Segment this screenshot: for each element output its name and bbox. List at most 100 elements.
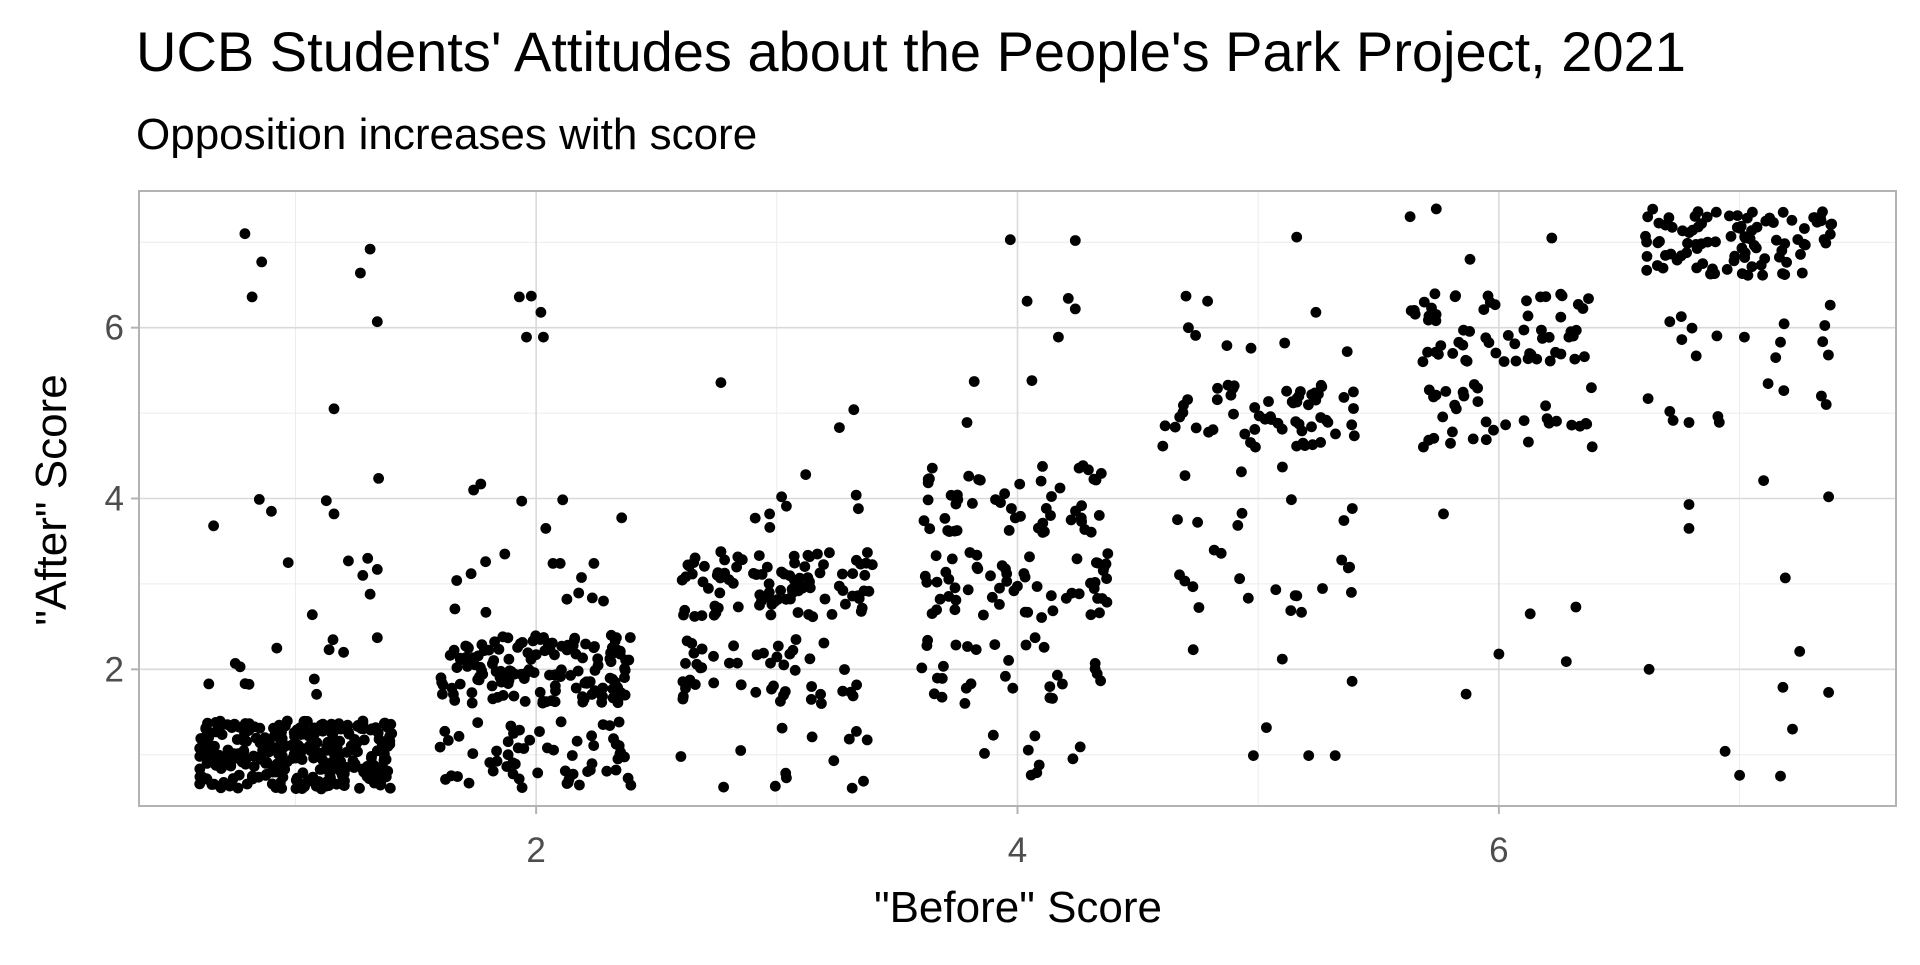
data-point [486,680,498,692]
data-point [918,515,930,527]
data-point [1085,609,1097,621]
data-point [1242,592,1254,604]
data-point [1689,211,1701,222]
data-point [938,660,949,672]
data-point [1819,320,1831,331]
data-point [950,639,962,651]
data-point [308,673,320,685]
data-point [546,637,558,649]
data-point [731,561,742,573]
data-point [1018,568,1030,579]
data-point [442,735,454,746]
data-point [1536,324,1547,336]
data-point [789,574,800,586]
data-point [1207,424,1219,436]
data-point [1159,420,1171,432]
data-point [1746,261,1758,273]
data-point [1417,356,1429,368]
data-point [347,755,359,767]
data-point [1728,255,1740,267]
data-point [1079,524,1091,535]
data-point [497,690,509,701]
data-point [1433,348,1444,360]
data-point [465,568,477,580]
data-point [439,725,451,737]
data-point [751,569,762,580]
data-point [1447,348,1459,359]
data-point [1795,249,1806,260]
data-point [1035,475,1047,487]
data-point [1817,336,1829,348]
data-point [804,653,816,665]
data-point [1643,663,1655,675]
data-point [436,677,448,688]
data-point [1778,318,1790,330]
chart-subtitle: Opposition increases with score [136,110,757,159]
data-point [1270,584,1282,596]
data-point [1052,669,1063,681]
data-point [761,561,773,573]
data-point [1430,203,1442,215]
data-point [1560,656,1572,667]
data-point [708,677,720,689]
data-point [828,755,840,767]
data-point [1089,577,1101,588]
data-point [452,771,463,782]
data-point [1346,503,1358,514]
data-point [472,717,484,728]
data-point [273,741,285,753]
data-point [1031,581,1043,592]
data-point [680,658,691,669]
data-point [1537,333,1548,344]
data-point [320,495,332,507]
data-point [295,746,307,758]
data-point [352,720,364,731]
data-point [837,685,849,697]
data-point [317,725,329,737]
data-point [550,669,562,681]
data-point [1026,375,1038,386]
data-point [1101,596,1113,608]
data-point [1489,299,1501,311]
data-point [1739,331,1750,343]
data-point [1346,419,1358,431]
data-point [994,599,1005,610]
data-point [1570,601,1582,613]
data-point [466,687,478,699]
data-point [586,730,597,742]
data-point [750,686,762,698]
data-point [1437,411,1449,423]
data-point [708,650,719,662]
data-point [824,547,835,559]
data-point [229,718,240,730]
data-point [1001,568,1013,580]
data-point [566,750,578,761]
data-point [554,558,566,569]
data-point [818,637,830,649]
data-point [489,636,500,648]
data-point [1429,288,1441,300]
data-point [1422,346,1433,358]
data-point [449,603,461,615]
data-point [776,566,787,578]
data-point [1799,223,1810,234]
data-point [1775,770,1786,782]
data-point [1047,693,1058,704]
data-point [686,638,698,649]
data-point [586,689,598,700]
data-point [732,657,743,669]
data-point [919,570,931,582]
data-point [234,661,246,673]
data-point [1586,382,1597,394]
x-tick-label: 2 [526,831,545,870]
data-point [1796,267,1808,279]
data-point [1228,408,1239,420]
data-point [1263,396,1274,407]
data-point [466,697,478,709]
data-point [1823,687,1834,698]
data-point [789,664,801,676]
data-point [574,779,585,791]
data-point [499,548,511,560]
data-point [788,550,800,562]
data-point [598,595,609,607]
